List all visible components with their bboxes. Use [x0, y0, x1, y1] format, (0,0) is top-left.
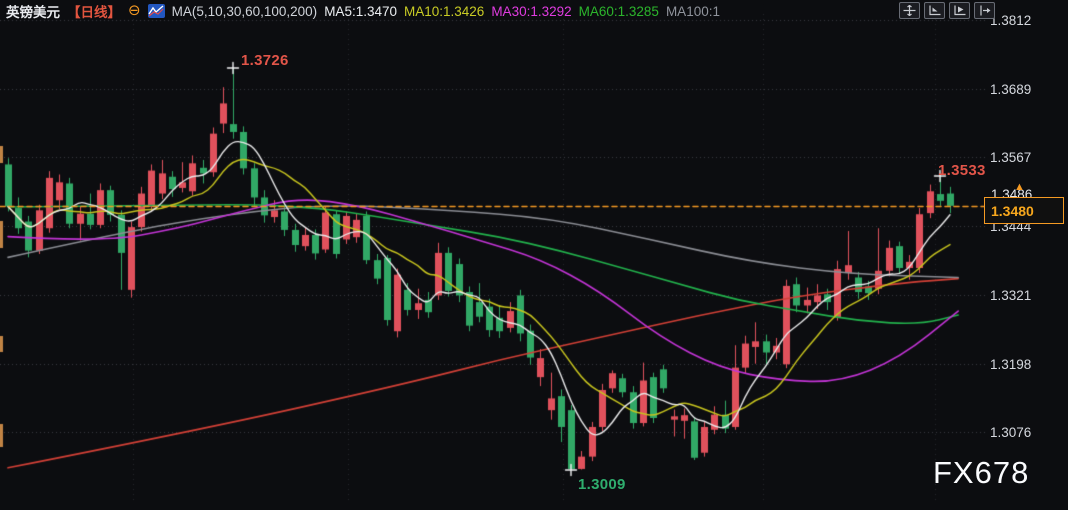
ma10-value: MA10:1.3426 — [404, 3, 485, 19]
ma30-value: MA30:1.3292 — [491, 3, 572, 19]
axis-scale-right-button[interactable] — [949, 2, 970, 19]
price-alert-arrow-icon: ▲ — [1014, 181, 1025, 193]
symbol-name: 英镑美元 — [6, 5, 60, 20]
y-axis-label: 1.3567 — [990, 149, 1032, 165]
chart-toolbar — [899, 2, 995, 19]
axis-scale-left-button[interactable] — [924, 2, 945, 19]
ma100-value: MA100:1 — [665, 3, 720, 19]
move-crosshair-button[interactable] — [899, 2, 920, 19]
y-axis-label: 1.3812 — [990, 12, 1032, 28]
annotation-peak-price: 1.3726 — [241, 52, 289, 69]
annotation-low-price: 1.3009 — [578, 476, 626, 493]
timeframe-label: 【日线】 — [67, 5, 121, 20]
y-axis-label: 1.3198 — [990, 356, 1032, 372]
pane-expand-button[interactable] — [974, 2, 995, 19]
chart-header: 英镑美元 【日线】 ⊖ MA(5,10,30,60,100,200) MA5:1… — [6, 2, 720, 20]
chart-type-icon[interactable] — [147, 4, 165, 18]
y-axis-label: 1.3321 — [990, 287, 1032, 303]
ma60-value: MA60:1.3285 — [578, 3, 659, 19]
ma-group-label: MA(5,10,30,60,100,200) — [171, 3, 318, 19]
ma5-value: MA5:1.3470 — [324, 3, 397, 19]
y-axis-label: 1.3076 — [990, 424, 1032, 440]
annotation-recent-high-price: 1.3533 — [938, 162, 986, 179]
collapse-icon[interactable]: ⊖ — [128, 2, 141, 19]
last-price-badge: 1.3480 — [984, 197, 1064, 224]
fx678-watermark: FX678 — [933, 455, 1030, 490]
y-axis-label: 1.3689 — [990, 81, 1032, 97]
